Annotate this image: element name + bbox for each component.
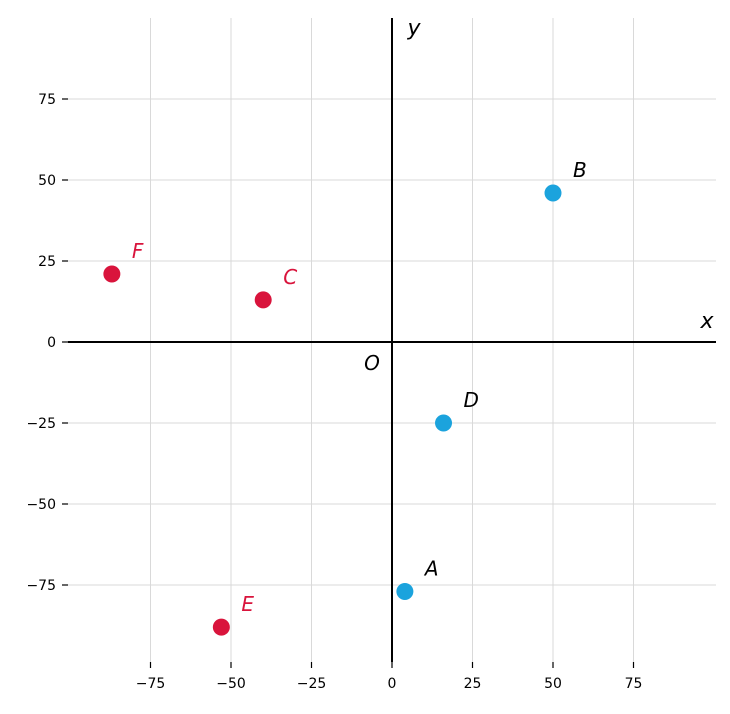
data-point-f [103,265,121,283]
point-label-e: E [241,592,254,616]
x-tick-label: 25 [464,676,482,692]
origin-label: O [364,351,380,375]
y-tick-label: 25 [38,254,56,270]
point-label-b: B [573,158,587,182]
data-point-c [254,291,272,309]
ticks: −75 −50 −25 0 25 50 75 −75 −50 −25 0 25 50 75 [26,92,642,692]
data-point-a [396,582,414,600]
y-tick-label: 75 [38,92,56,108]
x-tick-label: 75 [625,676,643,692]
data-point-b [544,184,562,202]
y-tick-label: −75 [26,578,56,594]
data-points: A B C D E F [103,158,587,636]
x-tick-label: −25 [297,676,327,692]
point-label-f: F [132,239,144,263]
y-tick-label: −25 [26,416,56,432]
point-label-d: D [464,388,479,412]
data-point-d [435,414,453,432]
point-label-c: C [283,265,297,289]
y-tick-label: 50 [38,173,56,189]
x-axis-label: x [699,309,714,334]
x-tick-label: 50 [544,676,562,692]
y-tick-label: −50 [26,497,56,513]
y-axis-label: y [406,16,421,41]
axes [68,18,716,662]
data-point-e [212,618,230,636]
point-label-a: A [423,556,439,580]
x-tick-label: 0 [388,676,397,692]
x-tick-label: −50 [216,676,246,692]
x-tick-label: −75 [136,676,166,692]
y-tick-label: 0 [47,335,56,351]
